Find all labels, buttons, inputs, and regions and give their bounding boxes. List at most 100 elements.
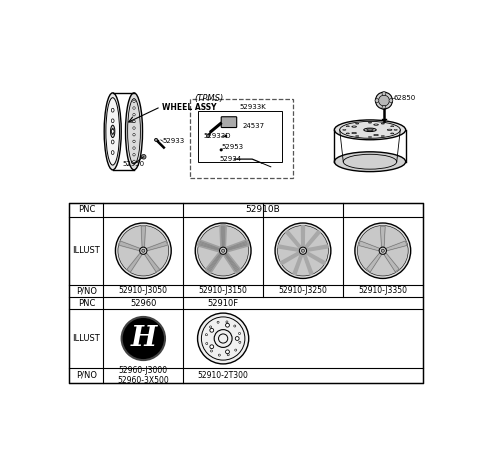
Text: ILLUST: ILLUST [72,334,100,343]
Circle shape [210,350,213,352]
Ellipse shape [133,113,135,116]
Ellipse shape [368,122,372,123]
Text: 52934: 52934 [220,156,242,162]
Ellipse shape [352,132,357,134]
Circle shape [234,325,236,327]
Ellipse shape [110,125,115,137]
Text: 52910-J3350: 52910-J3350 [358,286,408,295]
Ellipse shape [346,126,349,127]
Polygon shape [384,253,399,272]
Ellipse shape [125,93,143,170]
Circle shape [225,135,227,137]
Circle shape [379,95,389,106]
Text: 52910B: 52910B [246,206,280,214]
Ellipse shape [356,123,359,124]
Circle shape [226,323,229,327]
Ellipse shape [133,120,135,123]
Text: PNC: PNC [78,299,95,308]
Circle shape [219,247,227,254]
Ellipse shape [133,133,135,136]
Circle shape [142,155,146,159]
Ellipse shape [133,160,135,163]
Polygon shape [146,241,168,251]
Circle shape [301,249,304,252]
Text: 52933: 52933 [162,138,184,144]
Ellipse shape [111,119,114,123]
Ellipse shape [111,108,114,112]
Text: 52910F: 52910F [207,299,239,308]
Text: 52953: 52953 [221,144,243,150]
Circle shape [206,343,208,344]
Text: 52910-J3250: 52910-J3250 [278,286,327,295]
Text: 62850: 62850 [393,95,416,101]
Bar [190,99,292,178]
Ellipse shape [133,107,135,109]
Ellipse shape [133,140,135,143]
Circle shape [118,226,168,276]
Polygon shape [127,253,142,272]
Circle shape [198,313,249,364]
Polygon shape [359,241,380,251]
Circle shape [220,148,223,151]
Circle shape [375,92,393,109]
Circle shape [227,354,229,356]
Text: PNC: PNC [78,206,95,214]
Ellipse shape [133,153,135,156]
Circle shape [121,317,165,360]
Ellipse shape [335,120,406,140]
Circle shape [115,223,171,279]
Circle shape [142,249,145,252]
Ellipse shape [133,147,135,149]
Text: (TPMS): (TPMS) [195,94,224,103]
Ellipse shape [133,127,135,129]
Circle shape [210,345,214,349]
Circle shape [277,226,328,276]
Ellipse shape [112,128,114,135]
Circle shape [140,247,147,254]
Polygon shape [119,241,141,251]
Text: ILLUST: ILLUST [72,246,100,255]
Ellipse shape [106,98,120,165]
Circle shape [382,106,386,110]
Ellipse shape [374,124,378,125]
Ellipse shape [374,134,378,136]
Circle shape [210,326,212,328]
Circle shape [355,223,411,279]
Polygon shape [386,241,407,251]
Bar [198,111,282,162]
Text: 52960: 52960 [130,299,156,308]
Circle shape [218,354,220,356]
Circle shape [226,350,229,354]
Circle shape [381,249,384,252]
Circle shape [358,226,408,276]
Circle shape [235,336,239,341]
Circle shape [239,341,241,343]
Text: 52910-J3150: 52910-J3150 [199,286,248,295]
Text: H: H [130,325,156,352]
Text: 24537: 24537 [243,123,265,129]
Ellipse shape [133,100,135,103]
Circle shape [300,247,307,254]
Ellipse shape [391,126,394,127]
Ellipse shape [364,128,376,131]
Text: 52960-J3000
52960-3X500: 52960-J3000 52960-3X500 [118,366,169,385]
Circle shape [210,329,214,332]
Circle shape [235,349,237,351]
Ellipse shape [381,136,384,137]
Circle shape [389,99,393,103]
Circle shape [226,321,228,323]
Ellipse shape [111,151,114,155]
Circle shape [239,332,240,335]
Polygon shape [367,253,382,272]
Ellipse shape [335,152,406,171]
FancyBboxPatch shape [221,117,237,128]
Circle shape [275,223,331,279]
Circle shape [217,321,219,323]
Ellipse shape [352,126,357,127]
Text: 52950: 52950 [122,161,144,167]
Polygon shape [141,226,145,247]
Text: 52910-2T300: 52910-2T300 [198,371,249,380]
Circle shape [155,138,157,141]
Circle shape [375,99,379,103]
Text: P/NO: P/NO [76,286,97,295]
